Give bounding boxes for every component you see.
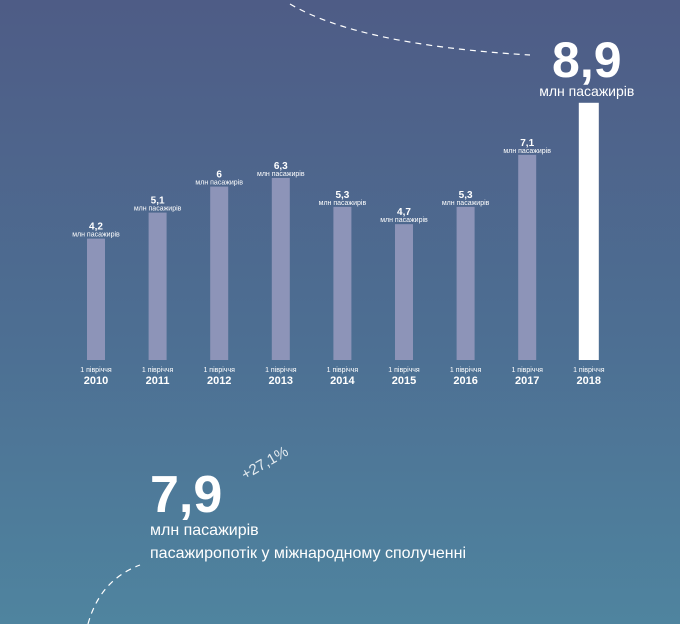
- period-label: 1 півріччя: [265, 366, 297, 374]
- unit-label: млн пасажирів: [195, 179, 243, 187]
- value-label: 4,7: [397, 207, 411, 218]
- value-label: 8,9: [552, 32, 622, 88]
- unit-label: млн пасажирів: [503, 147, 551, 155]
- unit-label: млн пасажирів: [72, 231, 120, 239]
- x-tick-label: 2010: [84, 375, 108, 387]
- value-label: 5,1: [151, 196, 165, 207]
- unit-label: млн пасажирів: [442, 199, 490, 207]
- unit-label: млн пасажирів: [319, 199, 367, 207]
- annotation-value: 7,9: [150, 466, 222, 524]
- unit-label: млн пасажирів: [539, 83, 634, 99]
- period-label: 1 півріччя: [450, 366, 482, 374]
- annotation-unit: млн пасажирів: [150, 522, 259, 539]
- bar: [578, 102, 599, 360]
- period-label: 1 півріччя: [388, 366, 420, 374]
- x-tick-label: 2012: [207, 375, 231, 387]
- period-label: 1 півріччя: [80, 366, 112, 374]
- decor-curve: [289, 3, 531, 56]
- bar: [271, 177, 290, 360]
- bar: [333, 206, 352, 360]
- x-tick-label: 2017: [515, 375, 539, 387]
- annotation-caption: пасажиропотік у міжнародному сполученні: [150, 545, 466, 562]
- value-label: 4,2: [89, 222, 103, 233]
- x-tick-label: 2013: [269, 375, 293, 387]
- unit-label: млн пасажирів: [134, 205, 182, 213]
- bar: [148, 212, 167, 360]
- value-label: 5,3: [459, 190, 473, 201]
- period-label: 1 півріччя: [573, 366, 605, 374]
- x-tick-label: 2016: [453, 375, 477, 387]
- bar: [395, 224, 413, 360]
- x-tick-label: 2014: [330, 375, 355, 387]
- bar: [210, 186, 229, 360]
- value-label: 6: [216, 170, 222, 181]
- value-label: 7,1: [520, 138, 534, 149]
- value-label: 5,3: [335, 190, 349, 201]
- bar: [456, 206, 475, 360]
- x-tick-label: 2018: [577, 375, 601, 387]
- x-tick-label: 2011: [146, 375, 170, 387]
- x-tick-label: 2015: [392, 375, 416, 387]
- period-label: 1 півріччя: [511, 366, 543, 374]
- unit-label: млн пасажирів: [380, 216, 428, 224]
- period-label: 1 півріччя: [327, 366, 359, 374]
- period-label: 1 півріччя: [142, 366, 174, 374]
- bar: [87, 238, 105, 360]
- value-label: 6,3: [274, 161, 288, 172]
- bar: [518, 154, 537, 360]
- unit-label: млн пасажирів: [257, 170, 305, 178]
- period-label: 1 півріччя: [203, 366, 235, 374]
